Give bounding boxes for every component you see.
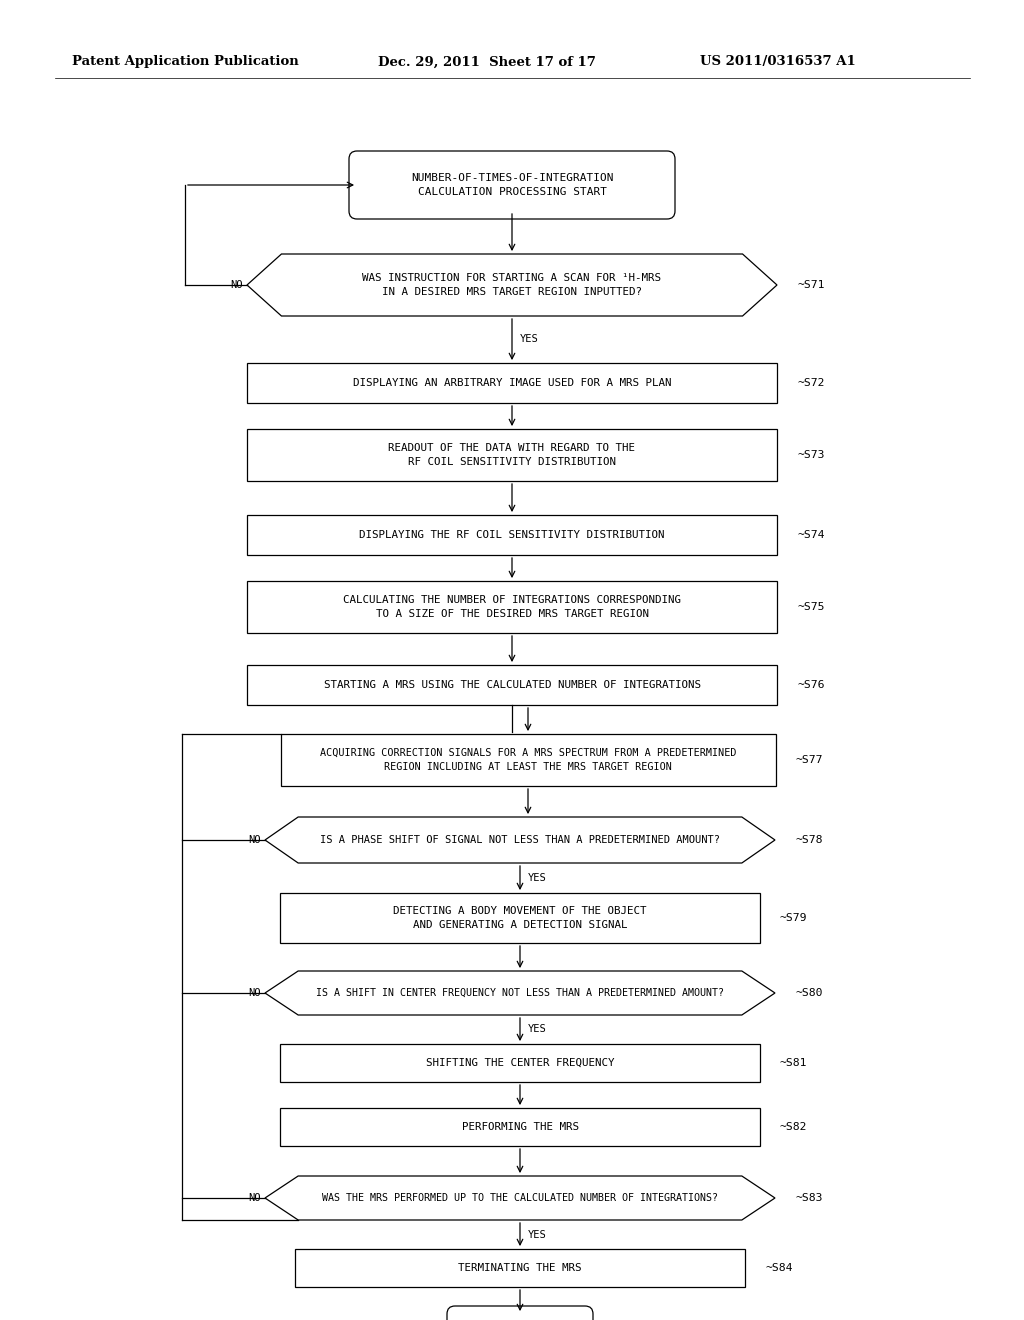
Text: DISPLAYING AN ARBITRARY IMAGE USED FOR A MRS PLAN: DISPLAYING AN ARBITRARY IMAGE USED FOR A… — [352, 378, 672, 388]
Text: STARTING A MRS USING THE CALCULATED NUMBER OF INTEGRATIONS: STARTING A MRS USING THE CALCULATED NUMB… — [324, 680, 700, 690]
Text: DETECTING A BODY MOVEMENT OF THE OBJECT
AND GENERATING A DETECTION SIGNAL: DETECTING A BODY MOVEMENT OF THE OBJECT … — [393, 906, 647, 931]
Text: ~S72: ~S72 — [797, 378, 824, 388]
Text: NUMBER-OF-TIMES-OF-INTEGRATION
CALCULATION PROCESSING START: NUMBER-OF-TIMES-OF-INTEGRATION CALCULATI… — [411, 173, 613, 197]
Bar — [247, 515, 777, 554]
Bar — [247, 581, 777, 634]
Text: ~S74: ~S74 — [797, 531, 824, 540]
FancyBboxPatch shape — [447, 1305, 593, 1320]
Bar — [247, 363, 777, 403]
Text: NO: NO — [249, 987, 261, 998]
Text: ~S82: ~S82 — [780, 1122, 808, 1133]
FancyBboxPatch shape — [349, 150, 675, 219]
Bar — [280, 1044, 760, 1082]
Text: ~S83: ~S83 — [795, 1193, 822, 1203]
Polygon shape — [265, 1176, 775, 1220]
Text: ~S80: ~S80 — [795, 987, 822, 998]
Text: WAS THE MRS PERFORMED UP TO THE CALCULATED NUMBER OF INTEGRATIONS?: WAS THE MRS PERFORMED UP TO THE CALCULAT… — [322, 1193, 718, 1203]
Bar — [280, 1107, 760, 1146]
Text: NO: NO — [249, 1193, 261, 1203]
Text: YES: YES — [528, 1229, 547, 1239]
Text: SHIFTING THE CENTER FREQUENCY: SHIFTING THE CENTER FREQUENCY — [426, 1059, 614, 1068]
Text: ~S79: ~S79 — [780, 913, 808, 923]
Bar — [280, 894, 760, 942]
Text: NO: NO — [230, 280, 243, 290]
Text: US 2011/0316537 A1: US 2011/0316537 A1 — [700, 55, 856, 69]
Text: ~S76: ~S76 — [797, 680, 824, 690]
Text: ACQUIRING CORRECTION SIGNALS FOR A MRS SPECTRUM FROM A PREDETERMINED
REGION INCL: ACQUIRING CORRECTION SIGNALS FOR A MRS S… — [319, 748, 736, 772]
Text: IS A SHIFT IN CENTER FREQUENCY NOT LESS THAN A PREDETERMINED AMOUNT?: IS A SHIFT IN CENTER FREQUENCY NOT LESS … — [316, 987, 724, 998]
Text: PERFORMING THE MRS: PERFORMING THE MRS — [462, 1122, 579, 1133]
Text: TERMINATING THE MRS: TERMINATING THE MRS — [459, 1263, 582, 1272]
Text: Dec. 29, 2011  Sheet 17 of 17: Dec. 29, 2011 Sheet 17 of 17 — [378, 55, 596, 69]
Polygon shape — [265, 817, 775, 863]
Text: WAS INSTRUCTION FOR STARTING A SCAN FOR ¹H-MRS
IN A DESIRED MRS TARGET REGION IN: WAS INSTRUCTION FOR STARTING A SCAN FOR … — [362, 273, 662, 297]
Polygon shape — [247, 253, 777, 315]
Text: ~S77: ~S77 — [796, 755, 823, 766]
Text: DISPLAYING THE RF COIL SENSITIVITY DISTRIBUTION: DISPLAYING THE RF COIL SENSITIVITY DISTR… — [359, 531, 665, 540]
Bar — [247, 429, 777, 480]
Bar — [281, 734, 775, 785]
Text: ~S81: ~S81 — [780, 1059, 808, 1068]
Text: NO: NO — [249, 836, 261, 845]
Text: Patent Application Publication: Patent Application Publication — [72, 55, 299, 69]
Bar — [295, 1249, 745, 1287]
Text: ~S75: ~S75 — [797, 602, 824, 612]
Text: ~S71: ~S71 — [797, 280, 824, 290]
Text: ~S78: ~S78 — [795, 836, 822, 845]
Text: ~S84: ~S84 — [765, 1263, 793, 1272]
Text: YES: YES — [528, 1024, 547, 1035]
Bar — [247, 665, 777, 705]
Text: ~S73: ~S73 — [797, 450, 824, 459]
Text: YES: YES — [520, 334, 539, 345]
Polygon shape — [265, 972, 775, 1015]
Text: YES: YES — [528, 873, 547, 883]
Text: IS A PHASE SHIFT OF SIGNAL NOT LESS THAN A PREDETERMINED AMOUNT?: IS A PHASE SHIFT OF SIGNAL NOT LESS THAN… — [319, 836, 720, 845]
Text: CALCULATING THE NUMBER OF INTEGRATIONS CORRESPONDING
TO A SIZE OF THE DESIRED MR: CALCULATING THE NUMBER OF INTEGRATIONS C… — [343, 595, 681, 619]
Text: READOUT OF THE DATA WITH REGARD TO THE
RF COIL SENSITIVITY DISTRIBUTION: READOUT OF THE DATA WITH REGARD TO THE R… — [388, 444, 636, 467]
